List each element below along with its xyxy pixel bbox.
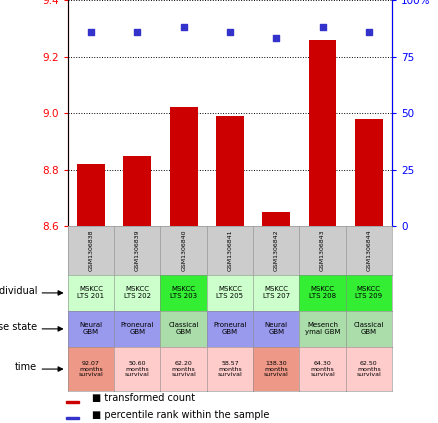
Text: Proneural
GBM: Proneural GBM — [120, 322, 154, 335]
Point — [365, 28, 372, 35]
Text: ■ transformed count: ■ transformed count — [92, 393, 195, 403]
Text: GSM1306839: GSM1306839 — [135, 230, 140, 272]
Point — [88, 28, 95, 35]
Bar — [66, 401, 79, 404]
Bar — [355, 119, 383, 226]
Text: 92.07
months
survival: 92.07 months survival — [79, 361, 103, 377]
Text: MSKCC
LTS 202: MSKCC LTS 202 — [124, 286, 151, 299]
Text: Neural
GBM: Neural GBM — [79, 322, 102, 335]
Point — [319, 24, 326, 30]
Text: 64.30
months
survival: 64.30 months survival — [310, 361, 335, 377]
Text: GSM1306842: GSM1306842 — [274, 230, 279, 272]
Bar — [309, 40, 336, 226]
Bar — [216, 116, 244, 226]
Text: individual: individual — [0, 286, 37, 296]
Text: Neural
GBM: Neural GBM — [265, 322, 288, 335]
Text: Proneural
GBM: Proneural GBM — [213, 322, 247, 335]
Bar — [170, 107, 198, 226]
Text: Classical
GBM: Classical GBM — [169, 322, 199, 335]
Text: 58.57
months
survival: 58.57 months survival — [218, 361, 242, 377]
Text: MSKCC
LTS 201: MSKCC LTS 201 — [78, 286, 105, 299]
Text: GSM1306838: GSM1306838 — [88, 230, 94, 272]
Text: 138.30
months
survival: 138.30 months survival — [264, 361, 289, 377]
Text: 62.50
months
survival: 62.50 months survival — [357, 361, 381, 377]
Text: MSKCC
LTS 207: MSKCC LTS 207 — [263, 286, 290, 299]
Bar — [66, 417, 79, 419]
Text: GSM1306843: GSM1306843 — [320, 230, 325, 272]
Text: disease state: disease state — [0, 322, 37, 332]
Bar — [77, 164, 105, 226]
Text: Classical
GBM: Classical GBM — [353, 322, 384, 335]
Text: MSKCC
LTS 205: MSKCC LTS 205 — [216, 286, 244, 299]
Text: 50.60
months
survival: 50.60 months survival — [125, 361, 150, 377]
Text: MSKCC
LTS 208: MSKCC LTS 208 — [309, 286, 336, 299]
Bar — [262, 212, 290, 226]
Point — [226, 28, 233, 35]
Text: GSM1306841: GSM1306841 — [227, 230, 233, 272]
Text: GSM1306844: GSM1306844 — [366, 230, 371, 272]
Text: GSM1306840: GSM1306840 — [181, 230, 186, 272]
Text: MSKCC
LTS 209: MSKCC LTS 209 — [355, 286, 382, 299]
Point — [273, 35, 280, 42]
Text: time: time — [15, 363, 37, 372]
Text: Mesench
ymal GBM: Mesench ymal GBM — [305, 322, 340, 335]
Point — [180, 24, 187, 30]
Text: ■ percentile rank within the sample: ■ percentile rank within the sample — [92, 410, 270, 420]
Text: MSKCC
LTS 203: MSKCC LTS 203 — [170, 286, 197, 299]
Point — [134, 28, 141, 35]
Text: 62.20
months
survival: 62.20 months survival — [171, 361, 196, 377]
Bar — [124, 156, 151, 226]
